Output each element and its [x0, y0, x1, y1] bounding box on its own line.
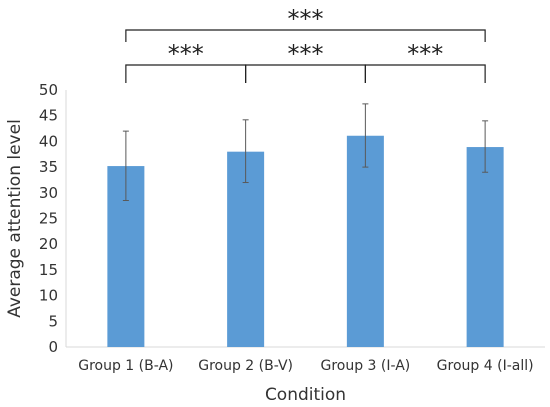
y-tick-label: 35: [39, 158, 58, 176]
significance-bracket: ***: [364, 40, 486, 83]
error-bar: [242, 119, 249, 184]
significance-bracket: ***: [245, 40, 366, 83]
bar: [466, 147, 504, 347]
bar: [346, 135, 384, 347]
error-bar: [122, 130, 129, 202]
significance-label: ***: [288, 40, 324, 68]
y-tick-label: 15: [39, 261, 58, 279]
y-tick-label: 5: [48, 312, 58, 330]
y-tick-label: 0: [48, 338, 58, 356]
significance-label: ***: [168, 40, 204, 68]
bar: [227, 151, 265, 347]
y-axis-title: Average attention level: [5, 119, 25, 318]
bracket-line: [125, 29, 486, 42]
y-tick-label: 30: [39, 184, 58, 202]
x-tick-label: Group 3 (I-A): [320, 358, 410, 374]
significance-bracket: ***: [125, 5, 486, 42]
y-tick-label: 20: [39, 235, 58, 253]
x-axis-title: Condition: [265, 385, 346, 405]
significance-label: ***: [288, 5, 324, 33]
y-tick-label: 25: [39, 210, 58, 228]
significance-bracket: ***: [125, 40, 247, 83]
significance-label: ***: [407, 40, 443, 68]
x-tick-labels: Group 1 (B-A) Group 2 (B-V) Group 3 (I-A) G…: [78, 358, 533, 374]
x-tick-label: Group 4 (I-all): [437, 358, 534, 374]
bracket-line: [364, 64, 486, 83]
error-bar: [482, 120, 489, 173]
y-tick-labels: 0 5 10 15 20 25 30 35 40 45 50: [39, 81, 58, 356]
error-bar: [362, 103, 369, 168]
y-tick-label: 10: [39, 287, 58, 305]
x-tick-label: Group 1 (B-A): [78, 358, 173, 374]
y-tick-label: 40: [39, 132, 58, 150]
x-tick-label: Group 2 (B-V): [198, 358, 293, 374]
axis-layer: [65, 90, 545, 348]
y-tick-label: 50: [39, 81, 58, 99]
significance-layer: *** *** *** ***: [125, 5, 486, 83]
y-tick-label: 45: [39, 107, 58, 125]
error-bars: [122, 103, 489, 202]
bars: [107, 135, 504, 347]
